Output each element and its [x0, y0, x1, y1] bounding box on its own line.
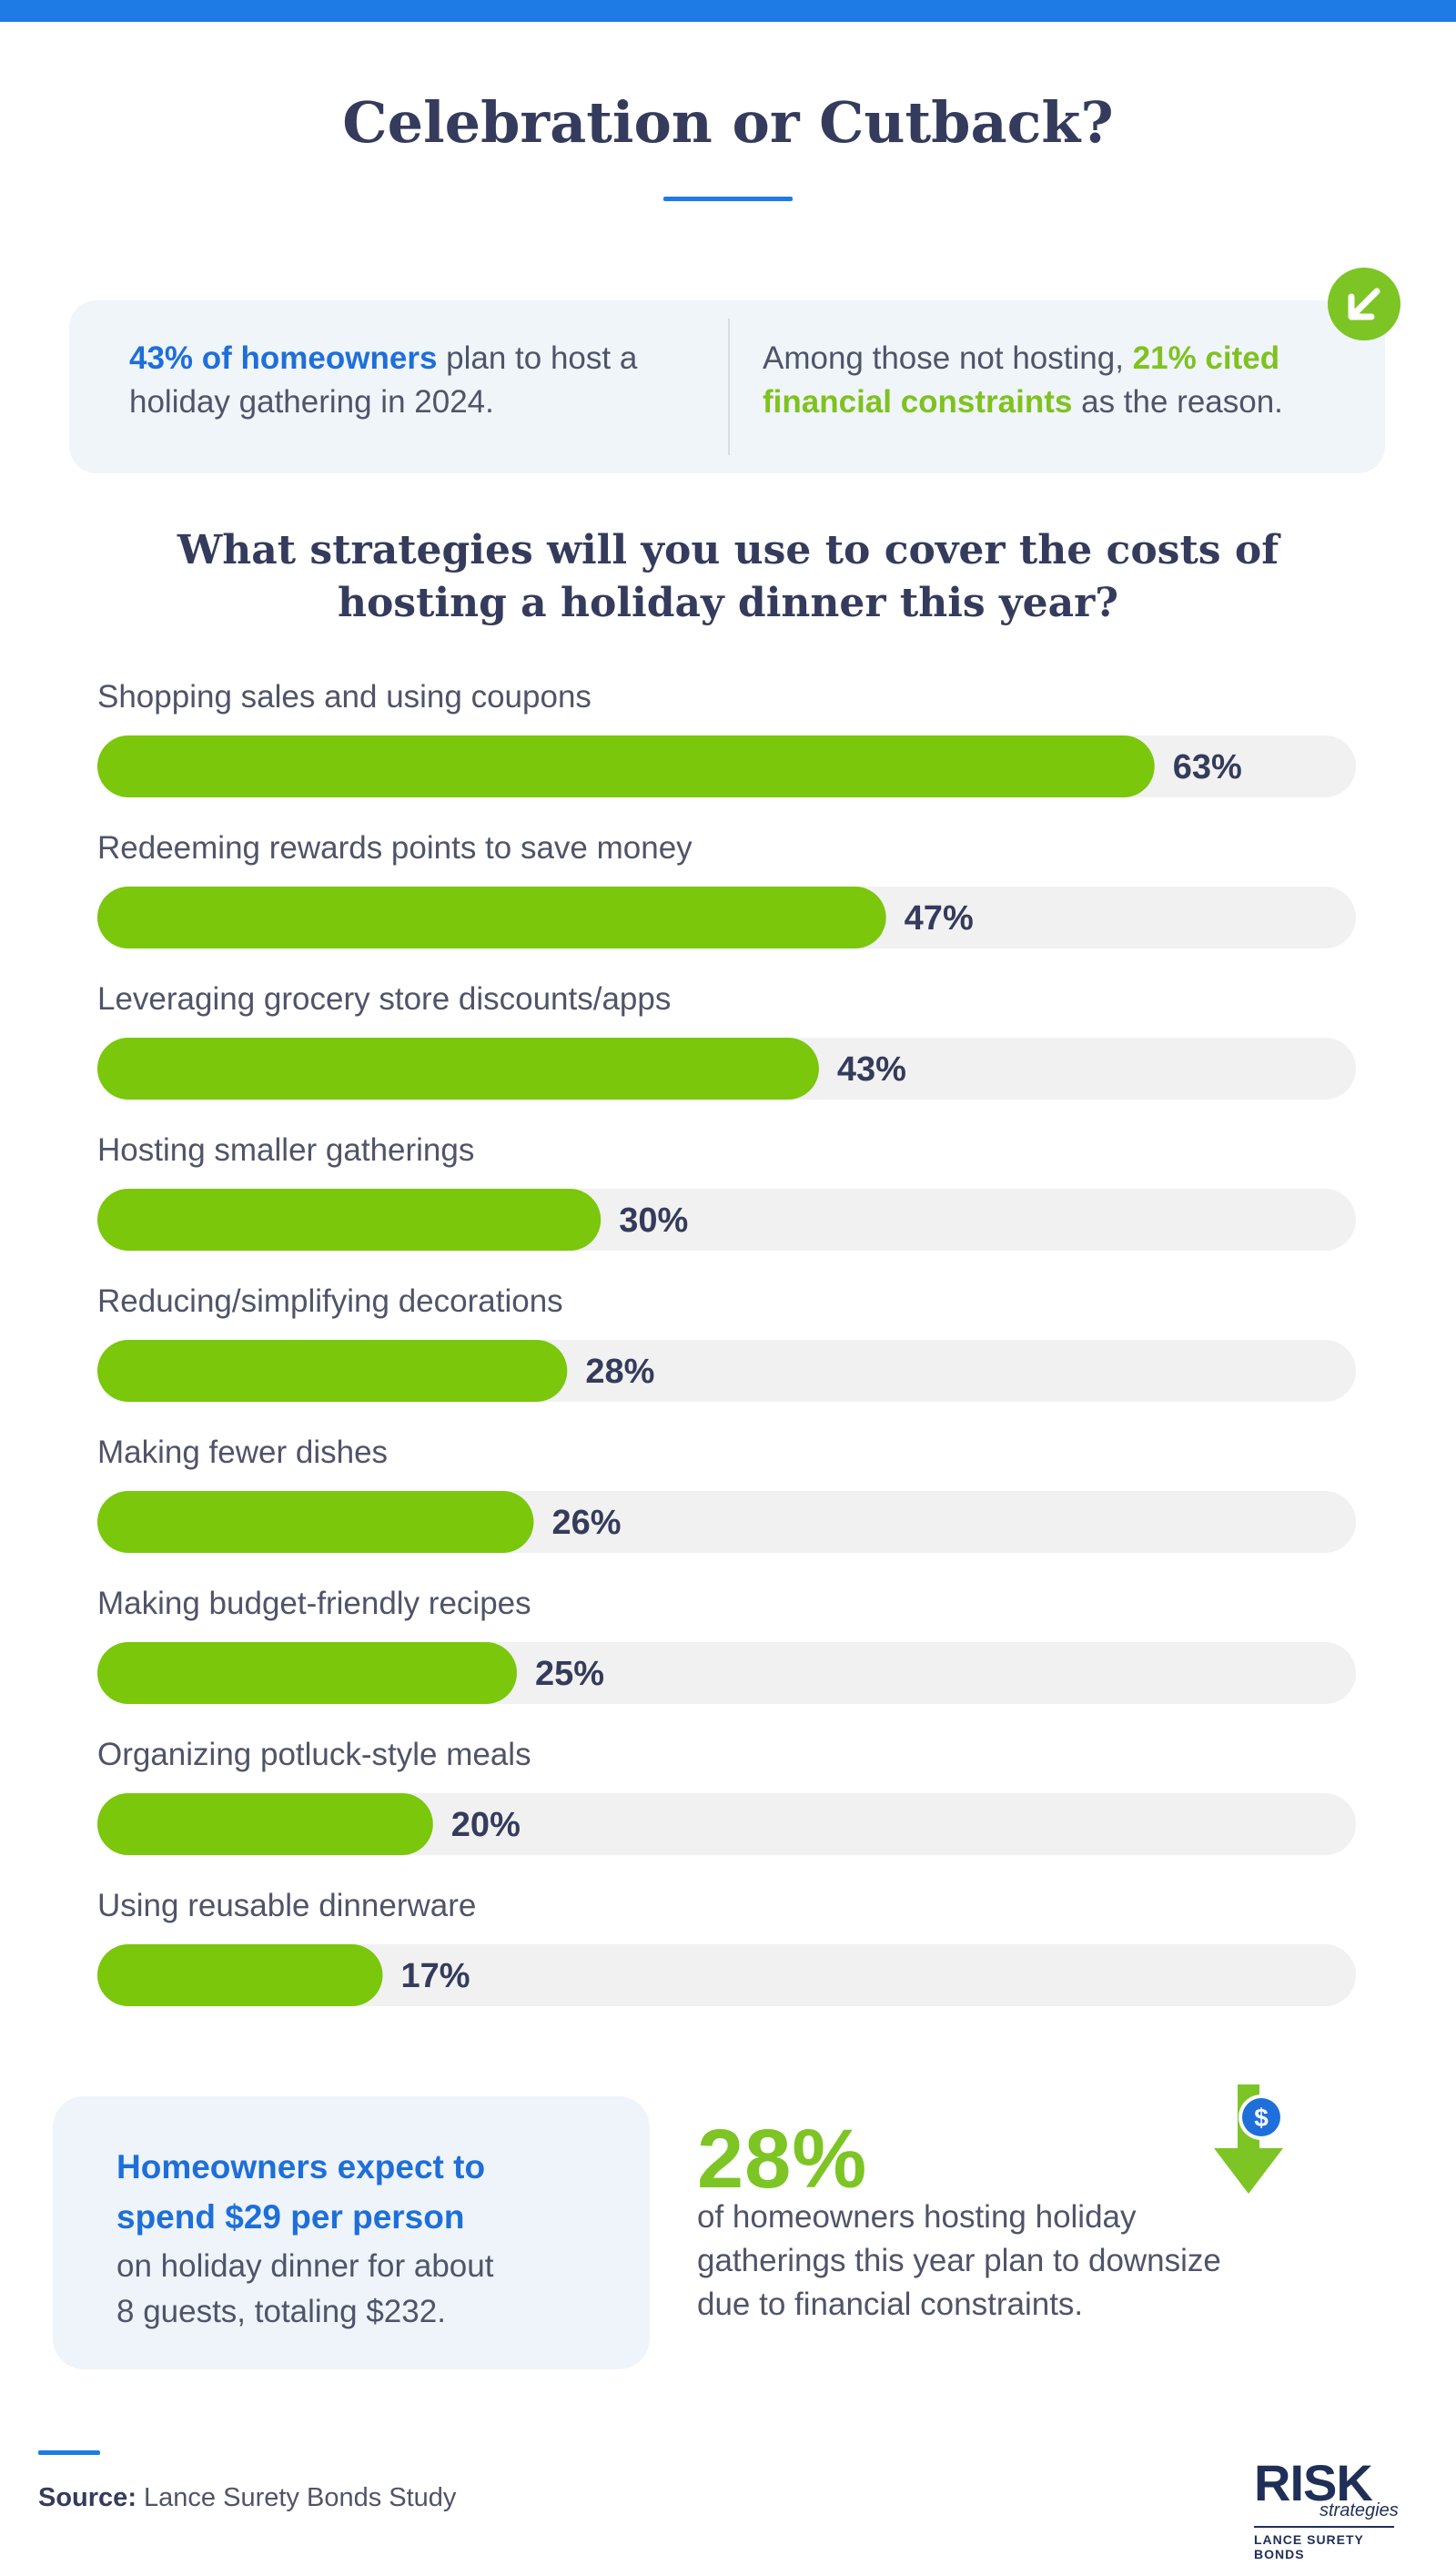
spend-body: on holiday dinner for about 8 guests, to…	[116, 2244, 626, 2335]
bar-category-label: Leveraging grocery store discounts/apps	[97, 981, 672, 1017]
not-hosting-stat: Among those not hosting, 21% cited finan…	[763, 337, 1363, 424]
spend-highlight-line-1: Homeowners expect to	[116, 2148, 486, 2186]
not-hosting-stat-highlight: 21% cited financial constraints	[763, 340, 1280, 420]
bar-value-label: 17%	[400, 1957, 470, 1995]
bar-category-label: Making budget-friendly recipes	[97, 1586, 531, 1621]
bar-value-label: 25%	[535, 1655, 605, 1693]
bar	[97, 1038, 819, 1100]
bar-category-label: Redeeming rewards points to save money	[97, 830, 693, 866]
bar-category-label: Making fewer dishes	[97, 1435, 389, 1470]
bar-track	[97, 887, 1356, 948]
bar-value-label: 47%	[904, 899, 974, 938]
bar-category-label: Shopping sales and using coupons	[97, 679, 592, 715]
bar-track	[97, 1793, 1356, 1855]
top-accent-bar	[0, 0, 1456, 22]
bar-category-label: Using reusable dinnerware	[97, 1888, 477, 1923]
downsize-line-1: of homeowners hosting holiday	[697, 2199, 1137, 2235]
bar-track	[97, 735, 1356, 797]
logo-tag-text: LANCE SURETY BONDS	[1254, 2532, 1364, 2561]
spend-per-person-box: Homeowners expect to spend $29 per perso…	[53, 2096, 650, 2369]
arrow-down-left-icon	[1328, 268, 1400, 340]
bar	[97, 1793, 433, 1855]
bar-value-label: 28%	[585, 1353, 655, 1391]
bar	[97, 735, 1155, 797]
spend-body-line-2: 8 guests, totaling $232.	[116, 2294, 446, 2329]
page-title: Celebration or Cutback?	[342, 89, 1114, 156]
downsize-line-3: due to financial constraints.	[697, 2287, 1084, 2322]
logo-sub-text: strategies	[1320, 2500, 1399, 2520]
source-underline	[38, 2450, 100, 2455]
stat-divider	[728, 319, 730, 455]
bar	[97, 1340, 568, 1402]
dollar-down-arrow-icon: $	[1214, 2084, 1284, 2194]
source-label: Source:	[38, 2483, 136, 2512]
risk-strategies-logo: RISK strategies LANCE SURETY BONDS	[1254, 2453, 1400, 2561]
bar-track	[97, 1038, 1356, 1100]
bar-category-label: Hosting smaller gatherings	[97, 1132, 475, 1168]
bar-track	[97, 1189, 1356, 1251]
logo-main-text: RISK	[1254, 2454, 1373, 2511]
bar	[97, 1944, 383, 2006]
logo-rule	[1254, 2526, 1394, 2528]
bar-track	[97, 1944, 1356, 2006]
bar	[97, 887, 886, 948]
bar	[97, 1642, 517, 1704]
chart-question-line-2: hosting a holiday dinner this year?	[337, 580, 1119, 626]
source-note: Source: Lance Surety Bonds Study	[38, 2483, 456, 2513]
downsize-stat-value: 28%	[697, 2113, 868, 2206]
not-hosting-stat-text-2: as the reason.	[1072, 384, 1283, 420]
source-text: Lance Surety Bonds Study	[136, 2483, 457, 2512]
chart-question: What strategies will you use to cover th…	[0, 524, 1456, 630]
bar-track	[97, 1642, 1356, 1704]
bar-value-label: 20%	[450, 1806, 521, 1844]
bar	[97, 1189, 602, 1251]
bar-value-label: 26%	[551, 1504, 622, 1542]
title-underline	[663, 197, 793, 201]
spend-highlight-line-2: spend $29 per person	[116, 2198, 465, 2236]
bar-value-label: 43%	[836, 1050, 906, 1089]
bar-category-label: Reducing/simplifying decorations	[97, 1283, 563, 1319]
chart-question-line-1: What strategies will you use to cover th…	[177, 527, 1279, 573]
hosting-stat: 43% of homeowners plan to host a holiday…	[129, 337, 693, 424]
key-stats-box: 43% of homeowners plan to host a holiday…	[69, 300, 1385, 473]
not-hosting-stat-text-1: Among those not hosting,	[763, 340, 1133, 376]
bar-track	[97, 1340, 1356, 1402]
bar-track	[97, 1491, 1356, 1553]
downsize-line-2: gatherings this year plan to downsize	[697, 2243, 1221, 2278]
bar-category-label: Organizing potluck-style meals	[97, 1737, 531, 1772]
spend-highlight: Homeowners expect to spend $29 per perso…	[116, 2142, 626, 2242]
hosting-stat-highlight: 43% of homeowners	[129, 340, 438, 376]
bar-value-label: 63%	[1172, 748, 1242, 786]
bar-value-label: 30%	[619, 1202, 689, 1240]
downsize-stat-text: of homeowners hosting holiday gatherings…	[697, 2196, 1316, 2327]
svg-text:$: $	[1254, 2104, 1269, 2132]
bar	[97, 1491, 534, 1553]
spend-body-line-1: on holiday dinner for about	[116, 2248, 494, 2284]
hosting-stat-text: plan to host a holiday gathering in 2024…	[129, 340, 638, 420]
